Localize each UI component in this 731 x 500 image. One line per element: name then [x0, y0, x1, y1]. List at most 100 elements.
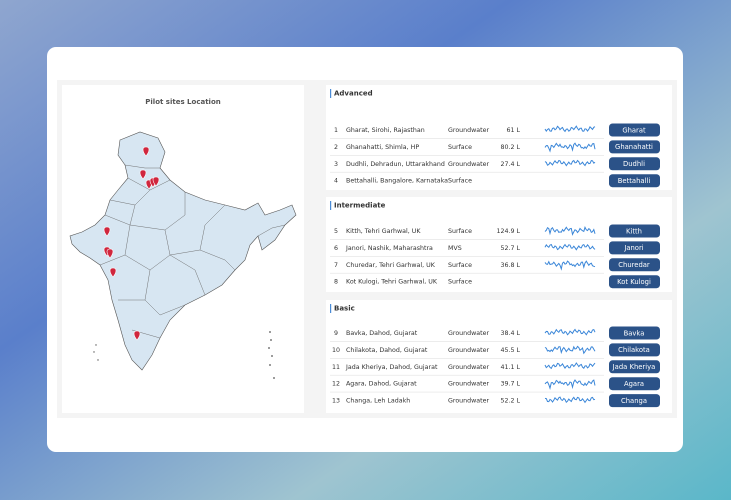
row-source: Surface: [448, 178, 472, 185]
button-bg[interactable]: [609, 360, 660, 374]
row-location: Dudhli, Dehradun, Uttarakhand: [346, 161, 445, 168]
row-number: 11: [332, 364, 340, 371]
site-button[interactable]: Agara: [609, 377, 660, 391]
trend-sparkline: [544, 243, 596, 251]
button-bg[interactable]: [609, 394, 660, 408]
button-bg[interactable]: [609, 157, 660, 171]
table-row: 7 Churedar, Tehri Garhwal, UK Surface 36.8 …: [330, 258, 660, 274]
trend-sparkline: [544, 225, 596, 236]
button-bg[interactable]: [609, 224, 660, 238]
button-label[interactable]: Jada Kheriya: [612, 363, 656, 371]
site-button[interactable]: Bettahalli: [609, 174, 660, 188]
row-source: Groundwater: [448, 330, 490, 337]
trend-sparkline: [544, 396, 596, 404]
button-label[interactable]: Dudhli: [623, 160, 645, 168]
site-button[interactable]: Gharat: [609, 123, 660, 137]
row-source: Groundwater: [448, 398, 490, 405]
row-avg-lpcd: 39.7 L: [500, 381, 520, 388]
row-number: 9: [334, 330, 338, 337]
button-bg[interactable]: [609, 123, 660, 137]
row-source: Groundwater: [448, 161, 490, 168]
section-title: Intermediate: [334, 202, 386, 210]
row-number: 8: [334, 279, 338, 286]
section-marker: [330, 304, 332, 313]
row-avg-lpcd: 38.4 L: [500, 330, 520, 337]
site-button[interactable]: Ghanahatti: [609, 140, 660, 154]
india-map: [69, 131, 297, 379]
site-button[interactable]: Dudhli: [609, 157, 660, 171]
button-bg[interactable]: [609, 275, 660, 289]
button-label[interactable]: Changa: [621, 397, 647, 405]
row-source: Surface: [448, 262, 472, 269]
row-avg-lpcd: 41.1 L: [500, 364, 520, 371]
button-label[interactable]: Kitth: [626, 227, 642, 235]
table-row: 5 Kitth, Tehri Garhwal, UK Surface 124.9 L K…: [330, 224, 660, 240]
site-button[interactable]: Chilakota: [609, 343, 660, 357]
button-bg[interactable]: [609, 377, 660, 391]
table-row: 9 Bavka, Dahod, Gujarat Groundwater 38.4 L B…: [330, 326, 660, 342]
map-outline: [69, 131, 297, 371]
section-marker: [330, 89, 332, 98]
table-row: 10 Chilakota, Dahod, Gujarat Groundwater 45…: [330, 343, 660, 359]
row-number: 12: [332, 381, 340, 388]
section-title: Basic: [334, 305, 355, 313]
button-label[interactable]: Ghanahatti: [615, 143, 653, 151]
button-label[interactable]: Churedar: [618, 261, 650, 269]
row-source: Surface: [448, 279, 472, 286]
site-button[interactable]: Churedar: [609, 258, 660, 272]
button-bg[interactable]: [609, 174, 660, 188]
row-source: Groundwater: [448, 127, 490, 134]
trend-sparkline: [544, 328, 596, 336]
row-source: Surface: [448, 144, 472, 151]
table-row: 8 Kot Kulogi, Tehri Garhwal, UK Surface Kot…: [334, 275, 660, 289]
button-bg[interactable]: [609, 241, 660, 255]
button-label[interactable]: Kot Kulogi: [617, 278, 651, 286]
button-label[interactable]: Bavka: [624, 329, 645, 337]
row-avg-lpcd: 61 L: [506, 127, 520, 134]
row-number: 7: [334, 262, 338, 269]
site-pins: [103, 146, 160, 341]
trend-sparkline: [544, 345, 596, 355]
row-source: Groundwater: [448, 347, 490, 354]
row-avg-lpcd: 80.2 L: [500, 144, 520, 151]
button-label[interactable]: Agara: [624, 380, 644, 388]
site-button[interactable]: Bavka: [609, 326, 660, 340]
row-location: Agara, Dahod, Gujarat: [346, 381, 417, 388]
row-number: 10: [332, 347, 340, 354]
section-title: Advanced: [334, 90, 373, 98]
row-location: Gharat, Sirohi, Rajasthan: [346, 127, 425, 134]
trend-sparkline: [544, 142, 596, 153]
row-location: Bettahalli, Bangalore, Karnataka: [346, 178, 448, 185]
trend-sparkline: [544, 260, 596, 271]
row-source: Surface: [448, 228, 472, 235]
table-row: 12 Agara, Dahod, Gujarat Groundwater 39.7 L…: [330, 377, 660, 393]
button-label[interactable]: Janori: [623, 244, 643, 252]
row-avg-lpcd: 27.4 L: [500, 161, 520, 168]
site-button[interactable]: Kitth: [609, 224, 660, 238]
table-row: 11 Jada Kheriya, Dahod, Gujarat Groundwate…: [330, 360, 660, 376]
button-bg[interactable]: [609, 326, 660, 340]
row-location: Kitth, Tehri Garhwal, UK: [346, 228, 421, 235]
row-location: Churedar, Tehri Garhwal, UK: [346, 262, 436, 269]
button-bg[interactable]: [609, 258, 660, 272]
trend-sparkline: [544, 125, 596, 133]
button-label[interactable]: Bettahalli: [618, 177, 651, 185]
row-number: 2: [334, 144, 338, 151]
table-row: 2 Ghanahatti, Shimla, HP Surface 80.2 L Ghan…: [330, 140, 660, 156]
site-button[interactable]: Kot Kulogi: [609, 275, 660, 289]
row-location: Kot Kulogi, Tehri Garhwal, UK: [346, 279, 438, 286]
button-label[interactable]: Gharat: [622, 126, 646, 134]
button-bg[interactable]: [609, 343, 660, 357]
row-avg-lpcd: 124.9 L: [496, 228, 520, 235]
button-label[interactable]: Chilakota: [618, 346, 650, 354]
button-bg[interactable]: [609, 140, 660, 154]
site-button[interactable]: Janori: [609, 241, 660, 255]
table-row: 1 Gharat, Sirohi, Rajasthan Groundwater 61 …: [330, 123, 660, 139]
row-number: 13: [332, 398, 340, 405]
row-avg-lpcd: 52.7 L: [500, 245, 520, 252]
site-button[interactable]: Changa: [609, 394, 660, 408]
row-location: Ghanahatti, Shimla, HP: [346, 144, 419, 151]
site-button[interactable]: Jada Kheriya: [609, 360, 660, 374]
row-number: 1: [334, 127, 338, 134]
